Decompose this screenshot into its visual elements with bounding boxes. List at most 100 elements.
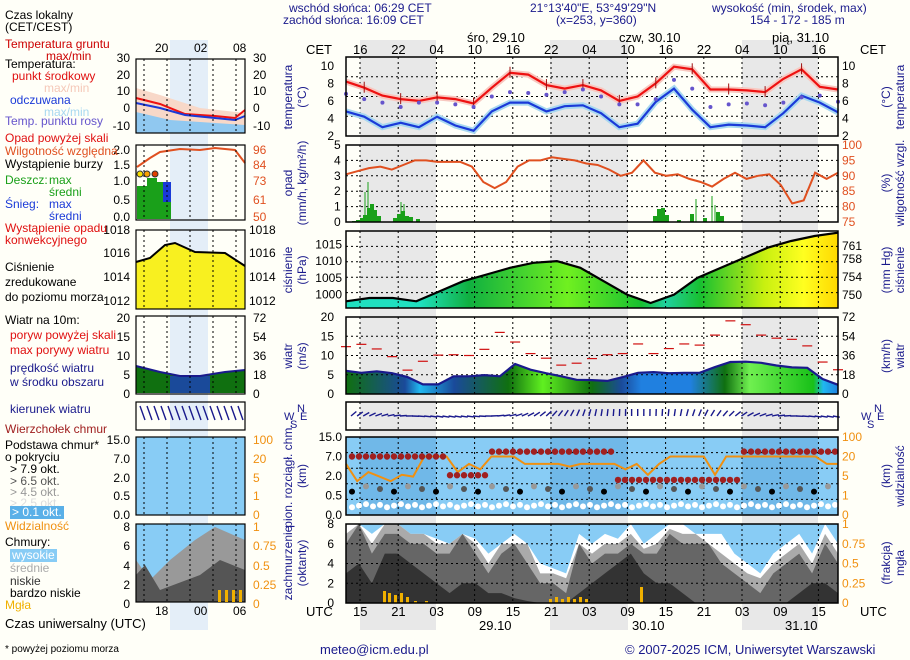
wind-tick-right: 72: [842, 310, 856, 324]
mini-wind-arrow: [153, 405, 160, 421]
wind-arrow: [521, 412, 529, 417]
legend-wind10: Wiatr na 10m:: [5, 313, 80, 327]
wind-arrow: [418, 415, 426, 418]
cloud-base-dot: [475, 488, 481, 495]
mini-pressure-tick-r: 1016: [249, 246, 276, 260]
temp-tick-right: 4: [842, 111, 849, 125]
wind-arrow: [832, 415, 840, 418]
vis-tick-right: 5: [842, 469, 849, 483]
mini-temp-tick: 0: [123, 101, 130, 115]
wind-arrow: [448, 415, 456, 418]
cet-tick: 22: [544, 42, 558, 57]
mini-rain: [137, 186, 147, 219]
mini-wind-arrow: [202, 405, 209, 421]
mini-pressure-tick-r: 1012: [249, 294, 276, 308]
mini-precip-tick: 1.0: [113, 174, 130, 188]
cloud-base-dot: [468, 501, 474, 508]
wind-arrow: [820, 415, 828, 418]
mini-fog-tick: 0.5: [253, 559, 270, 573]
cloud-base-dot: [720, 503, 726, 510]
mini-fog-bar: [232, 590, 235, 602]
legend-ground-temp-2: max/min: [46, 49, 92, 63]
mini-fog-tick: 1: [253, 520, 260, 534]
dewpoint-dot: [544, 92, 549, 97]
wind-arrow: [472, 415, 481, 418]
mini-wind-tick-r: 54: [253, 330, 267, 344]
legend-fog: Mgła: [5, 598, 32, 612]
cloud-base-dot: [811, 488, 817, 495]
cloud-top-dot: [474, 472, 482, 479]
humidity-tick-right: 100: [842, 138, 862, 152]
legend-cloud-base-2: o pokryciu: [5, 450, 60, 464]
mini-wind-arrow: [195, 405, 202, 421]
cloud-base-dot: [734, 504, 740, 511]
cloud-base-dot: [783, 483, 789, 490]
wind-arrow: [808, 415, 816, 418]
email-link[interactable]: meteo@icm.edu.pl: [320, 642, 429, 657]
fog-bar: [555, 597, 558, 603]
cloud-top-dot: [628, 476, 636, 484]
legend-gust-above: poryw powyżej skali: [10, 328, 117, 342]
utc-tick: 09: [468, 604, 482, 619]
coords-text: 21°13'40"E, 53°49'29"N: [530, 1, 657, 15]
cloud-top-dot: [824, 448, 832, 455]
cet-label-left: CET: [306, 42, 332, 57]
cloud-base-dot: [573, 501, 579, 508]
pressure-tick-right: 750: [842, 288, 862, 302]
cloud-top-dot: [831, 448, 839, 455]
legend-okt-79: > 7.9 okt.: [10, 462, 60, 476]
mini-wind-tick: 20: [117, 311, 131, 325]
mini-tick-top: 08: [233, 41, 247, 55]
legend-cloud-base-1: Podstawa chmur*: [5, 438, 100, 452]
dewpoint-dot: [471, 105, 476, 110]
utc-tick: 21: [544, 604, 558, 619]
wind-speed-line: [345, 360, 839, 386]
cover-frame: [345, 523, 839, 604]
mini-wind-arrow: [223, 405, 230, 421]
cloud-base-dot: [664, 504, 670, 511]
rain-bar: [409, 217, 413, 222]
wind-arrow: [722, 410, 729, 417]
cloud-base-dot: [447, 501, 453, 508]
visibility-axis-label-right: widzialność: [893, 445, 907, 507]
rain-bar: [703, 218, 707, 222]
mini-humidity-tick: 61: [253, 193, 267, 207]
mini-humidity-tick: 96: [253, 143, 267, 157]
mini-vis-tick: 0: [253, 508, 260, 522]
temp-tick-left: 2: [327, 129, 334, 143]
utc-tick: 21: [391, 604, 405, 619]
cloud-top-dot: [467, 472, 475, 479]
mini-temp-tick-r: -10: [253, 119, 271, 133]
wind-arrow: [515, 413, 523, 417]
legend-rain-max: max: [49, 173, 72, 187]
wind-arrow: [728, 410, 735, 417]
mini-temp-tick-r: 20: [253, 68, 267, 82]
mini-wind-arrow: [146, 405, 153, 421]
utc-tick: 03: [582, 604, 596, 619]
legend-okt-01: > 0.1 okt.: [10, 505, 64, 519]
temp-line: [345, 65, 839, 105]
wind-arrow: [741, 411, 748, 417]
wind-arrow: [362, 411, 370, 417]
utc-tick: 15: [506, 604, 520, 619]
fog-bar: [640, 587, 643, 603]
day-label-top: śro, 29.10: [467, 30, 525, 45]
cloud-base-dot: [594, 504, 600, 511]
cloud-top-dot: [390, 453, 398, 460]
cet-tick: 04: [429, 42, 443, 57]
cloud-top-dot: [705, 476, 713, 484]
fog-bar: [425, 601, 428, 603]
humidity-axis-label-right: wilgotność wzgl.: [893, 140, 907, 228]
cet-tick: 16: [811, 42, 825, 57]
legend-very-low-clouds: bardzo niskie: [10, 586, 81, 600]
cloud-axis-label-left: (km): [295, 464, 309, 488]
precip-tick-left: 0: [334, 215, 341, 229]
cloud-top-dot: [614, 476, 622, 484]
wind-arrow: [454, 415, 462, 418]
legend-snow-max: max: [49, 197, 72, 211]
mini-rain: [147, 178, 157, 219]
cloud-base-dot: [559, 488, 565, 495]
rain-bar: [360, 218, 364, 222]
wind-arrow: [551, 410, 558, 417]
compass-letter: E: [877, 411, 884, 423]
